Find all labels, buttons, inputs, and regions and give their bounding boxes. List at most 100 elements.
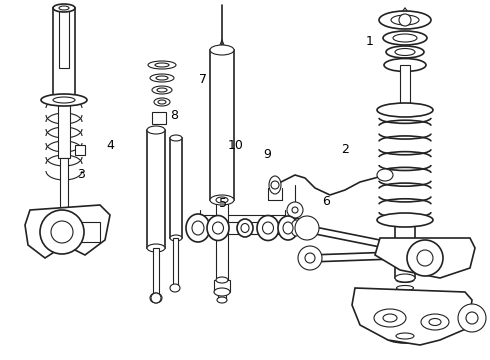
Text: 10: 10 bbox=[227, 139, 243, 152]
Ellipse shape bbox=[216, 277, 228, 283]
Ellipse shape bbox=[395, 274, 415, 282]
Ellipse shape bbox=[257, 216, 279, 240]
Ellipse shape bbox=[53, 4, 75, 12]
Ellipse shape bbox=[170, 235, 182, 241]
Ellipse shape bbox=[396, 333, 414, 339]
Ellipse shape bbox=[396, 278, 414, 283]
Circle shape bbox=[298, 246, 322, 270]
Ellipse shape bbox=[377, 169, 393, 181]
Ellipse shape bbox=[148, 61, 176, 69]
Bar bbox=[75, 145, 85, 155]
Bar bbox=[152, 112, 166, 124]
Bar bbox=[400, 65, 410, 110]
Bar bbox=[218, 292, 226, 300]
Bar bbox=[59, 8, 69, 68]
Bar bbox=[153, 248, 159, 298]
Ellipse shape bbox=[386, 46, 424, 58]
Ellipse shape bbox=[377, 103, 433, 117]
Text: 8: 8 bbox=[170, 109, 178, 122]
Ellipse shape bbox=[41, 94, 87, 106]
Bar bbox=[60, 158, 68, 233]
Ellipse shape bbox=[384, 59, 426, 72]
Bar bbox=[288, 218, 302, 226]
Circle shape bbox=[292, 207, 298, 213]
Circle shape bbox=[51, 221, 73, 243]
Ellipse shape bbox=[395, 49, 415, 55]
Ellipse shape bbox=[237, 219, 253, 237]
Circle shape bbox=[458, 304, 486, 332]
Bar bbox=[170, 138, 182, 238]
Bar bbox=[210, 50, 234, 200]
Text: 3: 3 bbox=[77, 168, 85, 181]
Ellipse shape bbox=[217, 297, 227, 303]
Bar bbox=[216, 200, 228, 280]
Ellipse shape bbox=[170, 135, 182, 141]
Circle shape bbox=[287, 202, 303, 218]
Ellipse shape bbox=[186, 214, 210, 242]
Ellipse shape bbox=[53, 97, 75, 103]
Circle shape bbox=[417, 250, 433, 266]
Ellipse shape bbox=[395, 216, 415, 224]
Circle shape bbox=[271, 181, 279, 189]
Polygon shape bbox=[25, 205, 110, 258]
Ellipse shape bbox=[154, 98, 170, 106]
Ellipse shape bbox=[379, 11, 431, 29]
Polygon shape bbox=[352, 288, 472, 345]
Ellipse shape bbox=[158, 100, 166, 104]
Ellipse shape bbox=[269, 176, 281, 194]
Ellipse shape bbox=[156, 76, 168, 80]
Ellipse shape bbox=[283, 222, 293, 234]
Ellipse shape bbox=[241, 224, 249, 233]
Ellipse shape bbox=[278, 216, 298, 240]
Bar bbox=[53, 8, 75, 103]
Ellipse shape bbox=[155, 63, 169, 67]
Circle shape bbox=[295, 216, 319, 240]
Text: 1: 1 bbox=[366, 35, 374, 48]
Ellipse shape bbox=[383, 314, 397, 322]
Ellipse shape bbox=[398, 310, 412, 315]
Ellipse shape bbox=[374, 309, 406, 327]
Ellipse shape bbox=[397, 302, 413, 306]
Bar bbox=[173, 238, 178, 288]
Text: 7: 7 bbox=[199, 73, 207, 86]
Ellipse shape bbox=[396, 285, 414, 291]
Ellipse shape bbox=[150, 293, 162, 303]
Text: 6: 6 bbox=[322, 195, 330, 208]
Circle shape bbox=[40, 210, 84, 254]
Ellipse shape bbox=[147, 244, 165, 252]
Circle shape bbox=[151, 293, 161, 303]
Ellipse shape bbox=[207, 216, 229, 240]
Text: 2: 2 bbox=[342, 143, 349, 156]
Circle shape bbox=[399, 14, 411, 26]
Bar bbox=[58, 103, 70, 158]
Ellipse shape bbox=[263, 222, 273, 234]
Ellipse shape bbox=[383, 31, 427, 45]
Ellipse shape bbox=[157, 88, 167, 92]
Bar bbox=[401, 318, 409, 336]
Ellipse shape bbox=[391, 15, 419, 25]
Text: 5: 5 bbox=[219, 197, 227, 210]
Ellipse shape bbox=[214, 288, 230, 296]
Ellipse shape bbox=[421, 314, 449, 330]
Ellipse shape bbox=[291, 220, 301, 236]
Ellipse shape bbox=[147, 126, 165, 134]
Bar bbox=[62, 222, 100, 242]
Ellipse shape bbox=[377, 213, 433, 227]
Circle shape bbox=[407, 240, 443, 276]
Bar bbox=[395, 220, 415, 278]
Bar bbox=[147, 130, 165, 248]
Circle shape bbox=[305, 253, 315, 263]
Circle shape bbox=[466, 312, 478, 324]
Ellipse shape bbox=[152, 86, 172, 94]
Ellipse shape bbox=[397, 293, 413, 298]
Ellipse shape bbox=[59, 6, 69, 10]
Polygon shape bbox=[375, 238, 475, 278]
Ellipse shape bbox=[216, 197, 228, 203]
Ellipse shape bbox=[385, 329, 425, 343]
Ellipse shape bbox=[210, 195, 234, 205]
Ellipse shape bbox=[192, 221, 204, 235]
Ellipse shape bbox=[170, 284, 180, 292]
Ellipse shape bbox=[429, 319, 441, 325]
Ellipse shape bbox=[213, 222, 223, 234]
Ellipse shape bbox=[393, 34, 417, 42]
